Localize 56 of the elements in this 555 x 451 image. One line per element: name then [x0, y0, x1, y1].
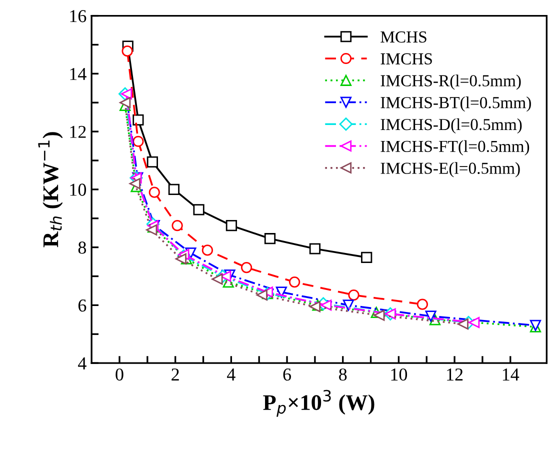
point — [132, 114, 144, 126]
point — [256, 289, 268, 301]
point — [468, 316, 480, 328]
y-axis-title: R$_{th}$ (KW$^{−1}$) — [38, 132, 63, 248]
point — [120, 88, 132, 100]
x-tick-label: 0 — [116, 368, 124, 381]
point — [289, 276, 300, 288]
x-tick-label: 10 — [391, 368, 408, 381]
point — [172, 220, 183, 232]
x-tick-label: 8 — [339, 368, 347, 381]
point — [348, 289, 360, 301]
point — [361, 252, 372, 263]
x-tick-label: 6 — [283, 368, 291, 381]
point — [342, 300, 354, 311]
point — [122, 46, 133, 57]
y-tick-label: 4 — [78, 357, 86, 370]
point — [226, 220, 238, 232]
legend-label: IMCHS — [380, 53, 432, 64]
point — [132, 136, 144, 147]
y-tick-label: 12 — [70, 126, 86, 138]
point — [457, 318, 468, 330]
point — [264, 233, 276, 244]
y-tick-label: 16 — [70, 10, 86, 22]
x-tick-label: 14 — [502, 368, 520, 380]
y-tick-label: 6 — [78, 299, 86, 312]
point — [374, 310, 385, 321]
point — [425, 310, 436, 322]
legend-label: IMCHS-BT(l=0.5mm) — [380, 96, 531, 112]
point — [309, 301, 320, 312]
point — [416, 298, 428, 310]
point — [146, 156, 158, 168]
point — [240, 262, 252, 274]
x-axis-title: P$_{p}$×10$^{3}$ (W) — [263, 390, 374, 417]
point — [168, 184, 180, 195]
point — [212, 274, 223, 285]
x-tick-label: 4 — [227, 368, 236, 380]
legend-label: IMCHS-R(l=0.5mm) — [380, 74, 521, 90]
point — [193, 204, 204, 216]
point — [276, 286, 287, 298]
point — [320, 300, 332, 311]
point — [146, 224, 158, 236]
y-tick-label: 8 — [78, 242, 86, 254]
y-tick-label: 14 — [70, 68, 86, 80]
point — [129, 178, 140, 190]
point — [309, 243, 320, 254]
point — [175, 253, 186, 264]
point — [148, 186, 160, 198]
point — [120, 97, 131, 108]
legend-label: IMCHS-E(l=0.5mm) — [380, 162, 520, 178]
x-tick-label: 2 — [172, 368, 179, 380]
y-tick-label: 10 — [70, 184, 86, 196]
point — [202, 244, 213, 256]
legend-label: IMCHS-FT(l=0.5mm) — [380, 140, 530, 156]
x-tick-label: 12 — [447, 368, 463, 380]
legend-label: MCHS — [380, 31, 426, 43]
legend-label: IMCHS-D(l=0.5mm) — [380, 118, 522, 134]
